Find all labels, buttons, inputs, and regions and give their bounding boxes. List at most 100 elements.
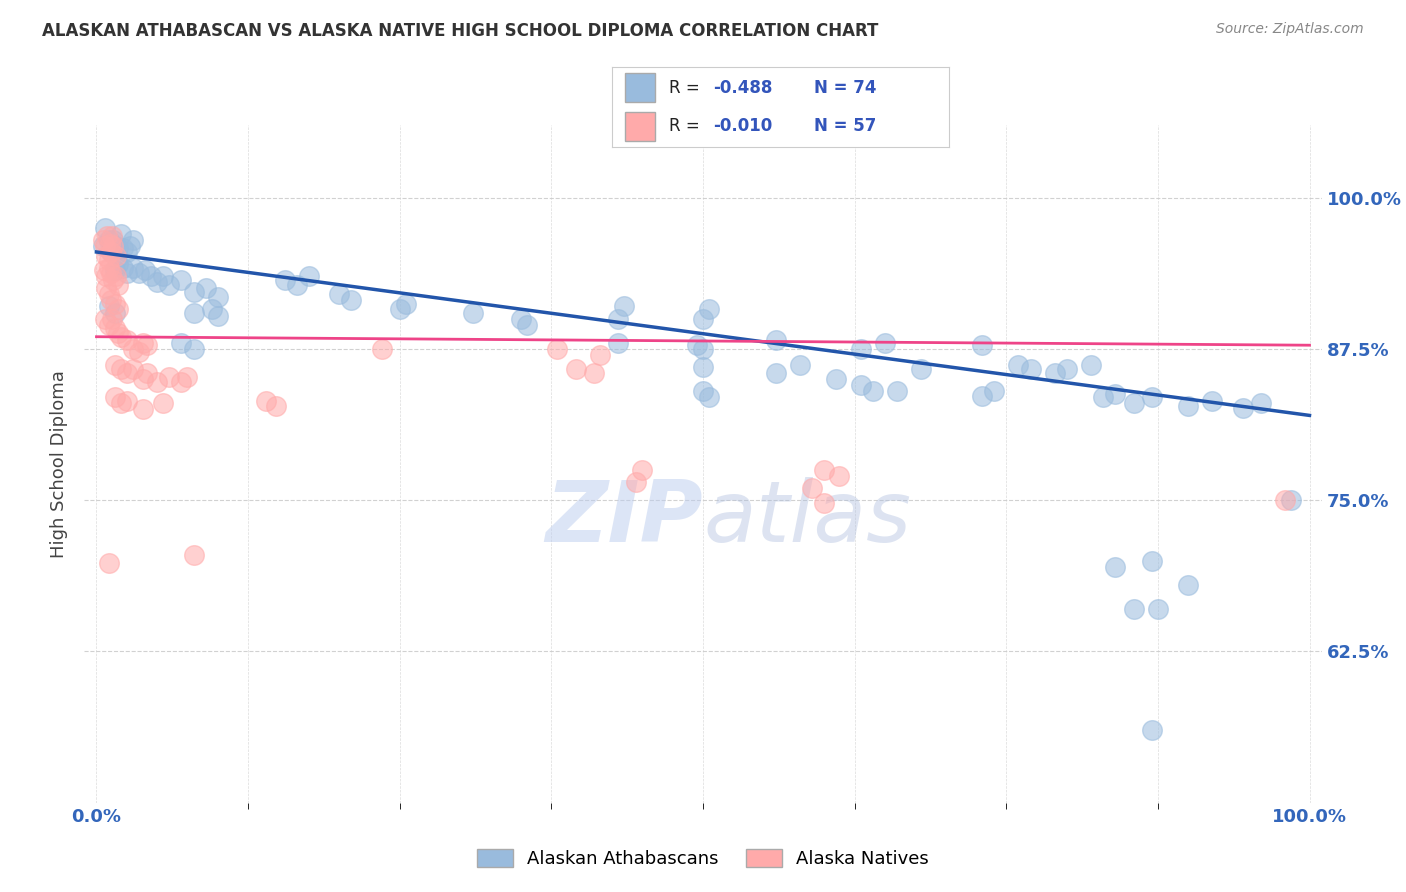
Point — [110, 362, 132, 376]
Point — [101, 311, 124, 326]
Point — [131, 402, 153, 417]
Text: N = 74: N = 74 — [814, 78, 876, 96]
Text: atlas: atlas — [703, 476, 911, 559]
Point — [201, 301, 224, 316]
Point — [825, 372, 848, 386]
Point — [607, 311, 630, 326]
Point — [96, 269, 118, 284]
Point — [194, 281, 217, 295]
Point — [101, 229, 124, 244]
Point — [170, 335, 193, 350]
Point — [120, 239, 142, 253]
Point — [100, 245, 122, 260]
Point — [1147, 602, 1170, 616]
Point — [107, 326, 129, 340]
Point — [340, 293, 363, 308]
Text: ZIP: ZIP — [546, 476, 703, 559]
Point — [264, 399, 287, 413]
Point — [103, 239, 125, 253]
Point — [183, 342, 205, 356]
Point — [100, 293, 122, 308]
Point — [692, 311, 714, 326]
Point — [631, 463, 654, 477]
Point — [1177, 399, 1199, 413]
Point — [1250, 396, 1272, 410]
Point — [697, 301, 720, 316]
Point — [1043, 366, 1066, 380]
Point — [97, 233, 120, 247]
Point — [115, 334, 138, 348]
Point — [122, 260, 145, 275]
Point — [1201, 393, 1223, 408]
Point — [1104, 386, 1126, 401]
Point — [94, 311, 117, 326]
Point — [254, 393, 277, 408]
Point — [94, 220, 117, 235]
Point — [862, 384, 884, 399]
Point — [692, 384, 714, 399]
Point — [607, 335, 630, 350]
Point — [461, 305, 484, 319]
Point — [110, 396, 132, 410]
Point — [370, 342, 392, 356]
Point — [1122, 602, 1144, 616]
Point — [97, 300, 120, 314]
Point — [96, 249, 118, 263]
Point — [112, 260, 135, 275]
Point — [1274, 493, 1296, 508]
Point — [122, 342, 145, 356]
Point — [183, 285, 205, 299]
Point — [1080, 358, 1102, 372]
Point — [1007, 358, 1029, 372]
Point — [849, 378, 872, 392]
FancyBboxPatch shape — [626, 112, 655, 141]
Point — [107, 257, 129, 271]
Point — [1279, 493, 1302, 508]
Point — [1019, 362, 1042, 376]
Point — [103, 273, 125, 287]
Text: -0.488: -0.488 — [713, 78, 772, 96]
Point — [97, 260, 120, 275]
Point — [152, 269, 174, 284]
Text: R =: R = — [669, 78, 704, 96]
Point — [107, 241, 129, 255]
Point — [131, 372, 153, 386]
Point — [131, 335, 153, 350]
Point — [128, 266, 150, 280]
Point — [298, 269, 321, 284]
Point — [104, 358, 127, 372]
Point — [828, 469, 851, 483]
Legend: Alaskan Athabascans, Alaska Natives: Alaskan Athabascans, Alaska Natives — [470, 841, 936, 875]
Text: -0.010: -0.010 — [713, 118, 772, 136]
Point — [983, 384, 1005, 399]
Point — [626, 475, 648, 489]
Point — [1122, 396, 1144, 410]
Point — [873, 335, 896, 350]
Text: ALASKAN ATHABASCAN VS ALASKA NATIVE HIGH SCHOOL DIPLOMA CORRELATION CHART: ALASKAN ATHABASCAN VS ALASKA NATIVE HIGH… — [42, 22, 879, 40]
Point — [849, 342, 872, 356]
Point — [103, 233, 125, 247]
Point — [1232, 401, 1254, 416]
Point — [273, 273, 295, 287]
Point — [97, 318, 120, 332]
Point — [910, 362, 932, 376]
Point — [97, 253, 120, 268]
Point — [801, 481, 824, 495]
Text: Source: ZipAtlas.com: Source: ZipAtlas.com — [1216, 22, 1364, 37]
Point — [207, 309, 229, 323]
Point — [970, 389, 993, 403]
Point — [115, 393, 138, 408]
Point — [98, 236, 121, 251]
Point — [146, 375, 169, 389]
Point — [100, 266, 122, 280]
Point — [94, 239, 117, 253]
Point — [104, 269, 127, 284]
Point — [1056, 362, 1078, 376]
Point — [613, 300, 636, 314]
Point — [183, 305, 205, 319]
Point — [104, 249, 127, 263]
Point — [97, 556, 120, 570]
Point — [516, 318, 538, 332]
Point — [122, 233, 145, 247]
Point — [813, 495, 835, 509]
